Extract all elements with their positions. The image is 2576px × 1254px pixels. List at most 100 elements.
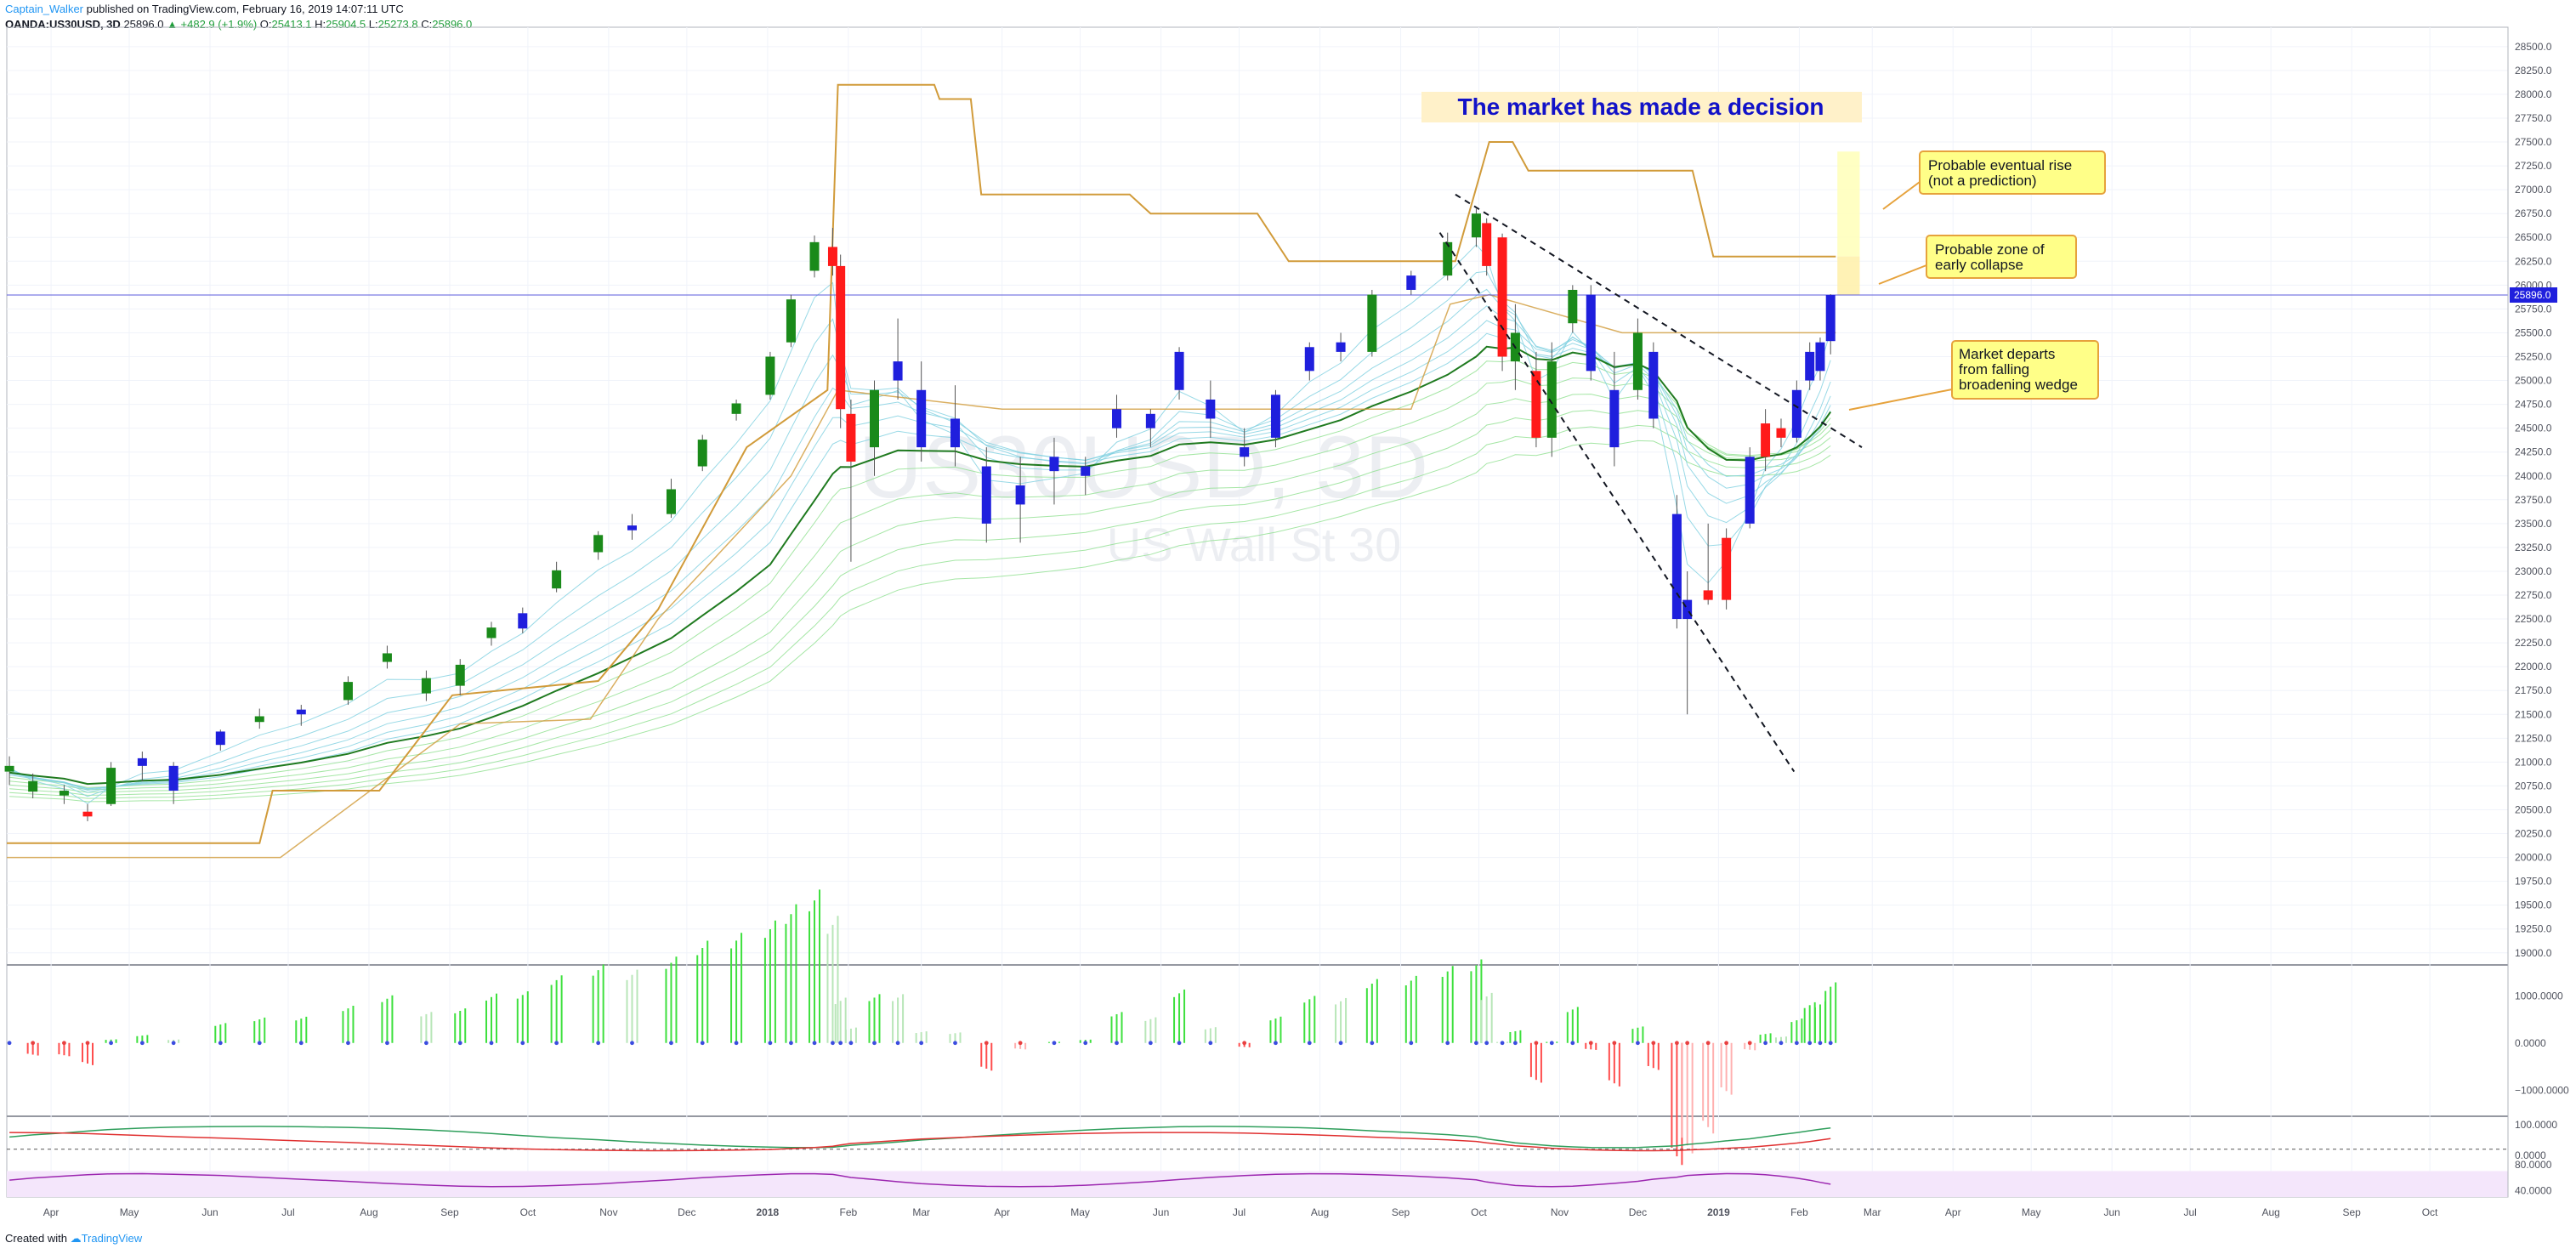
axes[interactable]: 28500.0 28250.0 28000.0 27750.0 27500.0 27250…: [43, 27, 2569, 1218]
rsi-line: [9, 1172, 1831, 1188]
candle-body: [137, 758, 147, 766]
price-tick-label: 22750.0: [2515, 589, 2552, 601]
candle-body: [343, 682, 353, 701]
osc-dot: [838, 1041, 843, 1046]
time-tick-label: Sep: [440, 1206, 459, 1218]
osc-dot: [1208, 1041, 1213, 1046]
osc-dot: [1307, 1041, 1312, 1046]
osc-dot: [1512, 1041, 1518, 1046]
candle-body: [731, 403, 741, 414]
osc-dot: [1242, 1041, 1247, 1046]
drawings[interactable]: [1438, 193, 1863, 773]
price-tick-label: 24000.0: [2515, 470, 2552, 482]
time-tick-label: Jul: [2183, 1206, 2196, 1218]
osc-dot: [1338, 1041, 1343, 1046]
osc-tick-label: 0.0000: [2515, 1037, 2546, 1049]
osc-dot: [554, 1041, 559, 1046]
callout-rise[interactable]: Probable eventual rise (not a prediction…: [1882, 150, 2106, 210]
price-tick-label: 19750.0: [2515, 876, 2552, 888]
time-tick-label: Nov: [1551, 1206, 1569, 1218]
osc-dot: [1828, 1041, 1833, 1046]
price-tick-label: 21750.0: [2515, 684, 2552, 696]
headline-text: The market has made a decision: [1457, 94, 1824, 120]
callout-wedge[interactable]: Market departs from falling broadening w…: [1848, 340, 2099, 411]
osc-dot: [1636, 1041, 1640, 1046]
osc-dot: [1549, 1041, 1554, 1046]
candle-body: [1145, 413, 1155, 428]
current-price-badge: [2510, 287, 2557, 304]
candle-body: [1791, 389, 1801, 438]
callout-collapse-pointer: [1878, 264, 1927, 285]
osc-dot: [1409, 1041, 1414, 1046]
osc-dot: [1570, 1041, 1575, 1046]
ma-ribbons: [9, 244, 1832, 804]
candle-body: [28, 780, 38, 792]
candle-body: [1745, 457, 1755, 524]
time-tick-label: Oct: [2422, 1206, 2438, 1218]
tradingview-link[interactable]: TradingView: [81, 1232, 143, 1245]
price-tick-label: 28500.0: [2515, 41, 2552, 53]
fast-ma-line: [9, 305, 1831, 792]
candles[interactable]: [4, 208, 1836, 821]
time-tick-label: Oct: [1471, 1206, 1487, 1218]
osc-dot: [812, 1041, 817, 1046]
candle-body: [1648, 351, 1659, 419]
time-tick-label: Dec: [1629, 1206, 1647, 1218]
price-chart[interactable]: US30USD, 3D US Wall St 30 28500.028250.0…: [0, 0, 2576, 1228]
time-tick-label: Apr: [43, 1206, 60, 1218]
price-tick-label: 20000.0: [2515, 852, 2552, 864]
price-tick-label: 27250.0: [2515, 160, 2552, 172]
osc-dot: [62, 1041, 66, 1046]
candle-body: [82, 811, 93, 817]
osc-dot: [984, 1041, 989, 1046]
price-tick-label: 28250.0: [2515, 65, 2552, 77]
price-tick-label: 19250.0: [2515, 923, 2552, 935]
time-tick-label: Jul: [1233, 1206, 1245, 1218]
osc-dot: [1651, 1041, 1656, 1046]
candle-body: [1586, 294, 1596, 372]
rsi-tick-label: 80.0000: [2515, 1159, 2552, 1171]
author-link[interactable]: Captain_Walker: [5, 3, 84, 15]
candle-body: [1270, 394, 1280, 438]
publish-line: Captain_Walker published on TradingView.…: [5, 2, 472, 17]
candle-body: [1206, 399, 1216, 419]
callout-collapse-box: [1926, 235, 2077, 279]
time-tick-label: Feb: [840, 1206, 858, 1218]
time-tick-label: Oct: [520, 1206, 536, 1218]
osc-dot: [734, 1041, 739, 1046]
candle-body: [1776, 428, 1786, 438]
time-tick-label: 2018: [757, 1206, 780, 1218]
price-tick-label: 20500.0: [2515, 803, 2552, 815]
osc-dot: [700, 1041, 705, 1046]
price-tick-label: 25000.0: [2515, 375, 2552, 387]
time-tick-label: Aug: [360, 1206, 377, 1218]
created-with-text: Created with: [5, 1232, 71, 1245]
candle-body: [1443, 241, 1453, 276]
candle-body: [421, 678, 431, 694]
price-tick-label: 22000.0: [2515, 661, 2552, 672]
osc-tick-label: −1000.0000: [2515, 1084, 2569, 1096]
price-tick-label: 26250.0: [2515, 255, 2552, 267]
time-tick-label: Sep: [2342, 1206, 2361, 1218]
stoch-tick-label: 100.0000: [2515, 1119, 2557, 1131]
osc-dot: [1445, 1041, 1450, 1046]
wedge-lower-line: [1438, 232, 1796, 773]
osc-dot: [1177, 1041, 1182, 1046]
callout-wedge-line-3: broadening wedge: [1959, 377, 2078, 393]
callout-collapse[interactable]: Probable zone of early collapse: [1878, 235, 2077, 285]
price-tick-label: 28000.0: [2515, 88, 2552, 100]
osc-dot: [848, 1041, 854, 1046]
osc-dot: [953, 1041, 957, 1046]
time-tick-label: Apr: [1945, 1206, 1961, 1218]
time-tick-label: Jun: [2104, 1206, 2120, 1218]
time-tick-label: Aug: [2261, 1206, 2279, 1218]
price-tick-label: 21250.0: [2515, 732, 2552, 744]
osc-dot: [1052, 1041, 1057, 1046]
callout-collapse-line-1: Probable zone of: [1935, 241, 2045, 258]
headline-annotation[interactable]: The market has made a decision: [1421, 92, 1862, 122]
candle-body: [552, 570, 562, 589]
osc-dot: [31, 1041, 36, 1046]
osc-dot: [895, 1041, 900, 1046]
osc-dot: [630, 1041, 634, 1046]
donchian-upper: [7, 83, 1836, 844]
